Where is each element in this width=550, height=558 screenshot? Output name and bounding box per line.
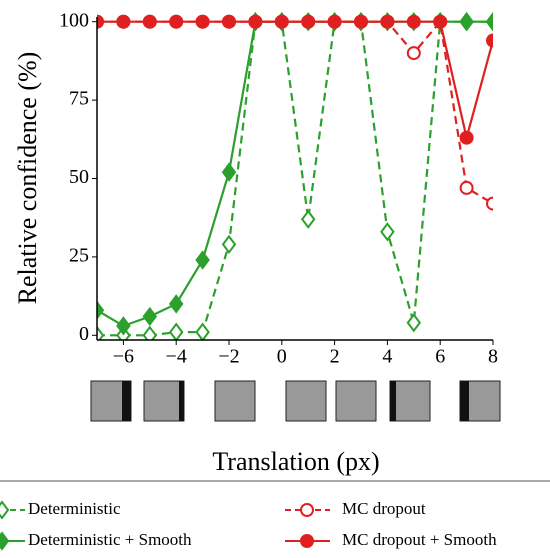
x-tick-label: 4	[382, 346, 392, 368]
data-point	[486, 196, 493, 211]
series-line	[97, 20, 493, 337]
data-point	[248, 14, 263, 29]
data-point	[221, 234, 237, 255]
data-point	[195, 14, 210, 29]
data-point	[169, 14, 184, 29]
legend-marker	[0, 500, 10, 520]
x-tick-label: −6	[113, 346, 134, 368]
y-tick-label: 50	[69, 166, 89, 188]
data-point	[354, 14, 368, 29]
legend-label: Deterministic	[28, 499, 121, 518]
series-line	[97, 20, 493, 328]
data-point	[116, 14, 131, 29]
data-point	[485, 12, 493, 32]
y-tick-label: 25	[69, 244, 89, 266]
y-axis-label: Relative confidence (%)	[13, 52, 42, 305]
x-tick-label: −2	[218, 346, 239, 368]
data-point	[195, 250, 210, 270]
data-point	[168, 322, 184, 340]
data-point	[142, 14, 157, 29]
series-line	[97, 20, 493, 139]
legend-marker	[300, 503, 314, 517]
data-point	[486, 33, 493, 48]
data-point	[195, 322, 210, 340]
data-point	[97, 325, 105, 340]
data-point	[301, 14, 316, 29]
data-point	[433, 14, 448, 29]
thumbnails	[90, 380, 501, 422]
legend-label: MC dropout + Smooth	[342, 530, 497, 549]
data-point	[274, 14, 289, 29]
x-tick-label: 6	[435, 346, 445, 368]
x-tick-label: 2	[330, 346, 340, 368]
data-point	[116, 316, 131, 336]
data-point	[380, 14, 395, 29]
data-point	[222, 14, 236, 29]
data-point	[406, 46, 421, 61]
x-tick-label: 8	[488, 346, 498, 368]
x-tick-label: −4	[166, 346, 187, 368]
data-point	[406, 313, 422, 333]
data-point	[459, 12, 474, 32]
y-tick-label: 100	[59, 9, 89, 31]
data-point	[97, 300, 105, 320]
legend-label: Deterministic + Smooth	[28, 530, 192, 549]
legend-label: MC dropout	[342, 499, 426, 518]
y-tick-label: 75	[69, 88, 89, 110]
data-point	[459, 130, 474, 145]
y-tick-label: 0	[79, 323, 89, 345]
data-point	[142, 325, 158, 340]
data-point	[459, 180, 474, 195]
data-point	[406, 14, 421, 29]
legend-marker	[0, 531, 10, 551]
data-point	[327, 14, 342, 29]
data-point	[300, 209, 316, 229]
x-axis-label: Translation (px)	[212, 447, 379, 476]
data-point	[168, 294, 184, 314]
plot-area	[97, 12, 493, 340]
data-point	[380, 222, 395, 242]
legend-marker	[300, 534, 314, 548]
x-tick-label: 0	[277, 346, 287, 368]
data-point	[142, 306, 158, 327]
data-point	[221, 162, 237, 182]
data-point	[97, 14, 104, 29]
